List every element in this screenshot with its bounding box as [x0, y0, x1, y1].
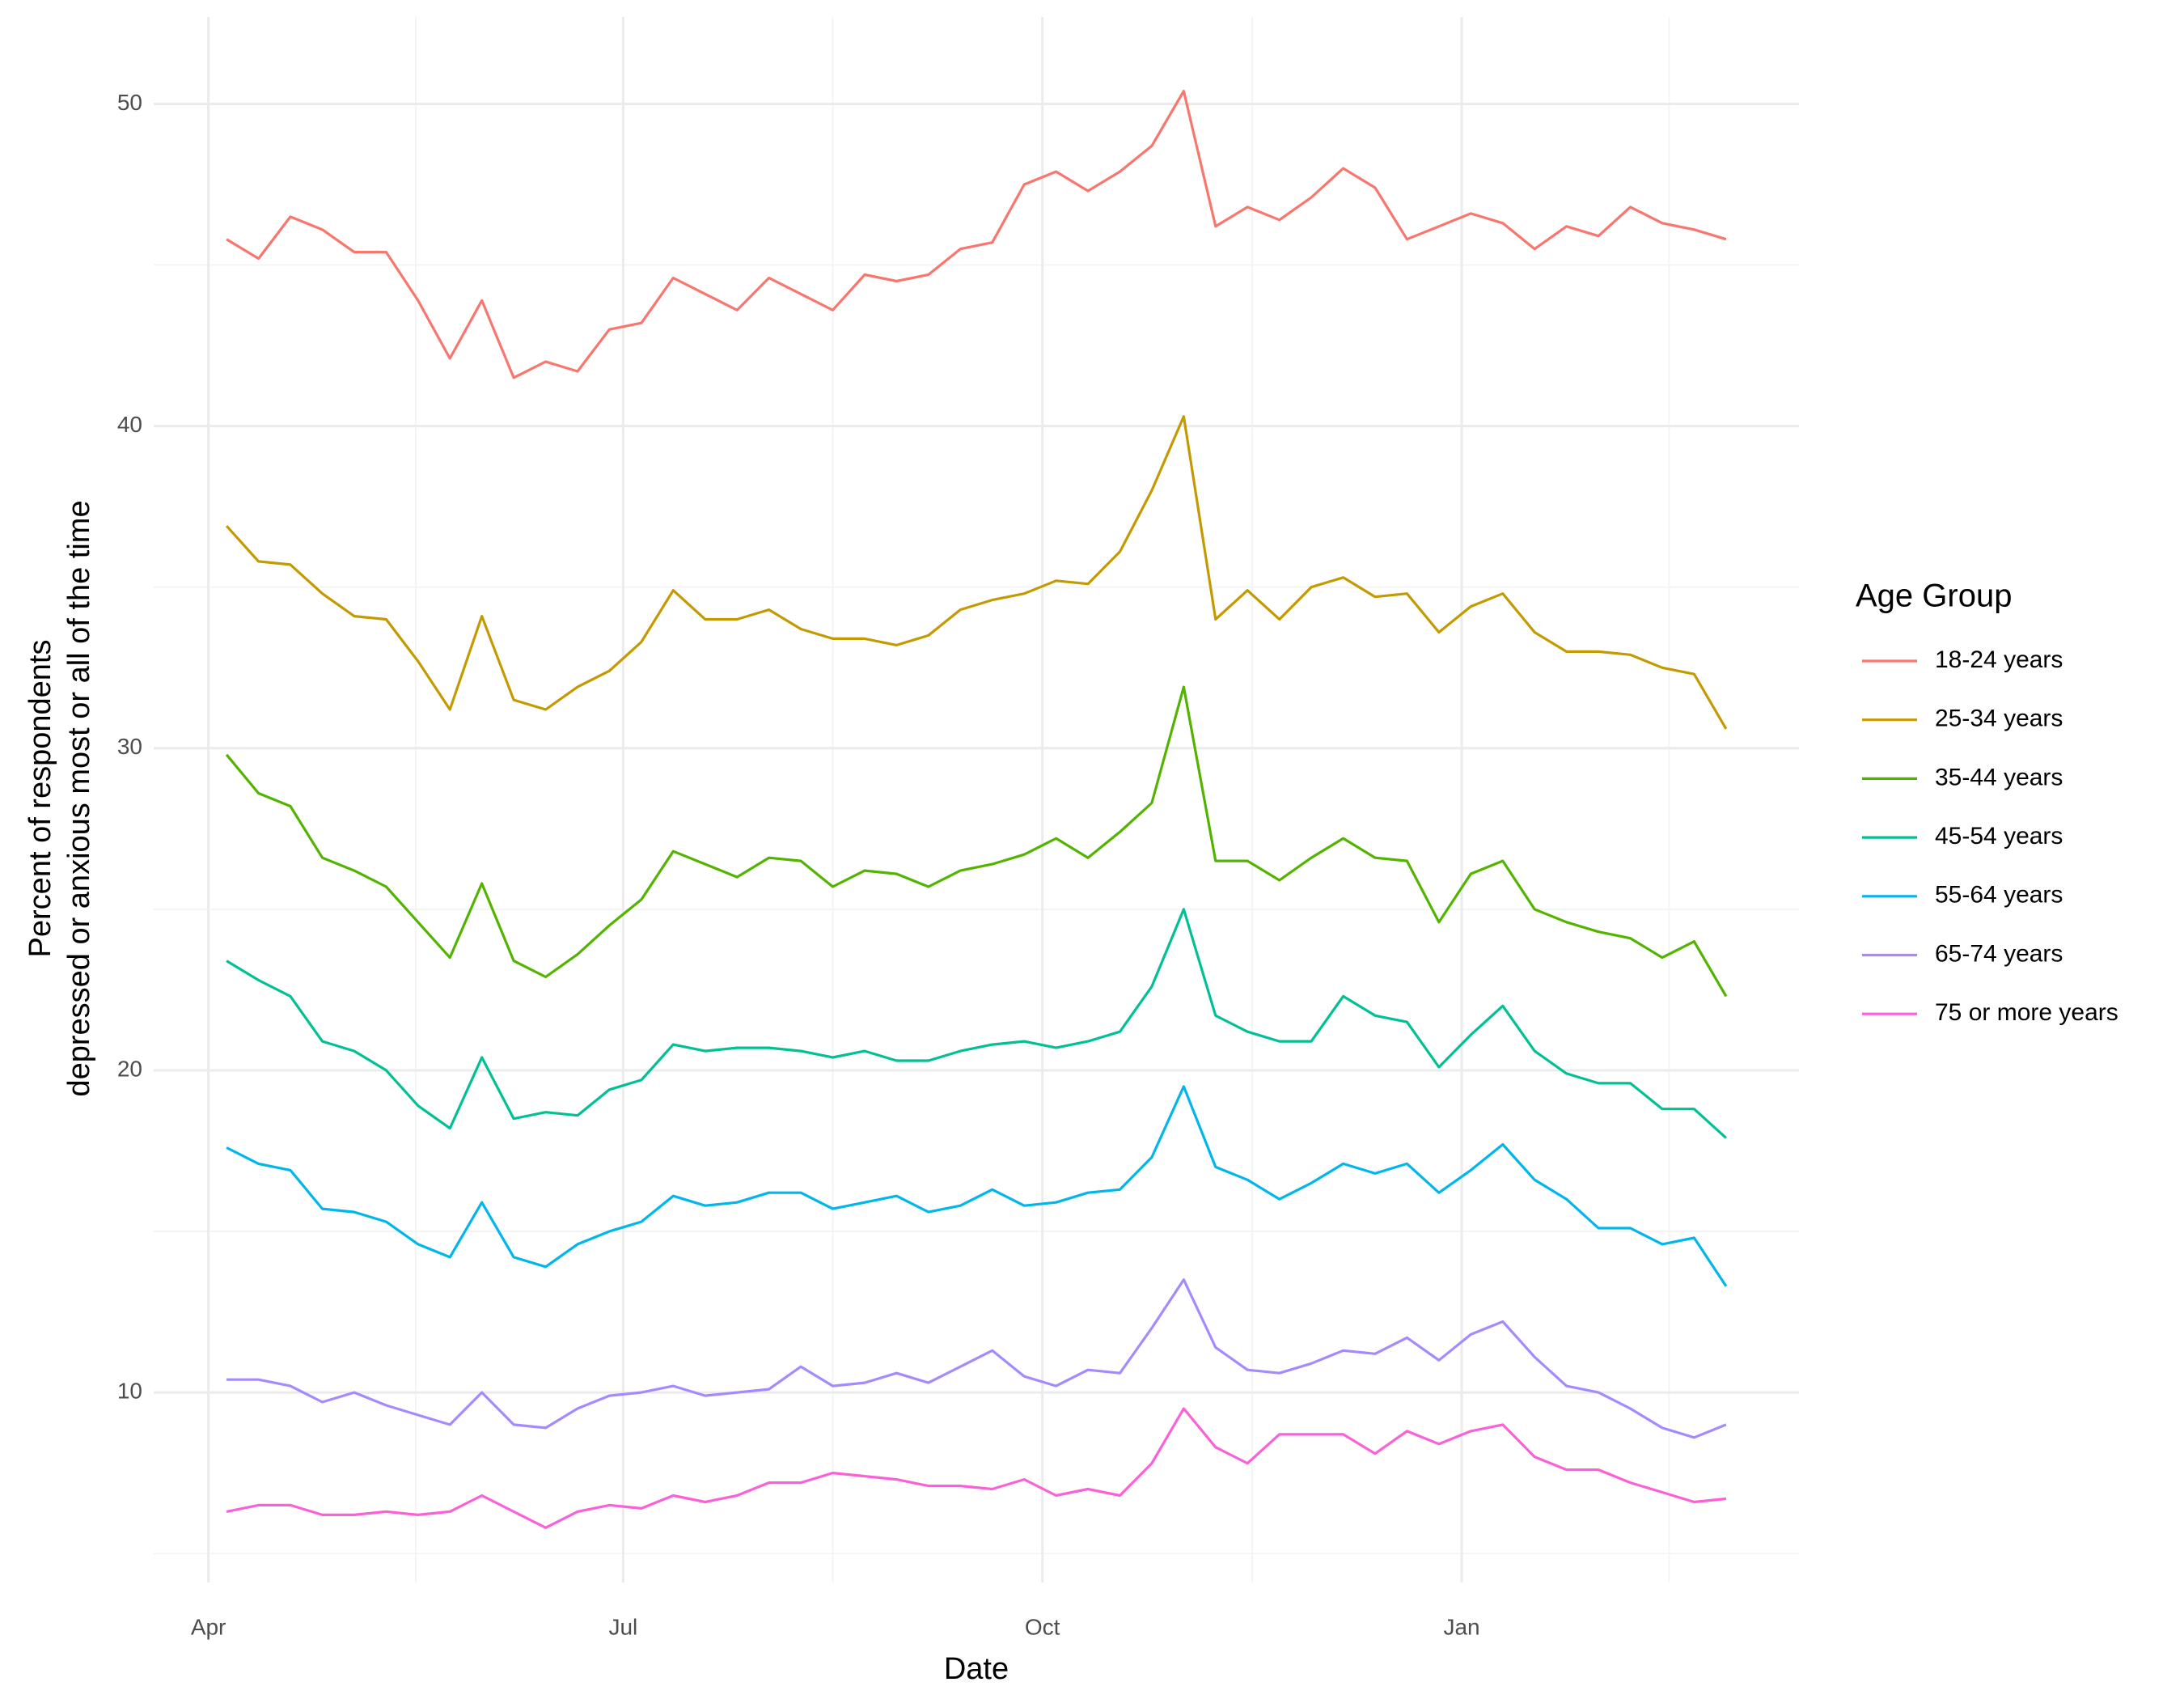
- x-tick-label: Jan: [1443, 1614, 1479, 1639]
- series-line: [226, 908, 1727, 1139]
- series-line: [226, 1407, 1727, 1529]
- legend-label: 18-24 years: [1935, 646, 2063, 673]
- legend-label: 25-34 years: [1935, 705, 2063, 732]
- y-tick-label: 10: [117, 1378, 142, 1403]
- y-tick-label: 30: [117, 734, 142, 759]
- series-line: [225, 415, 1728, 730]
- legend-label: 65-74 years: [1935, 940, 2063, 967]
- x-tick-label: Jul: [608, 1614, 637, 1639]
- series-line: [225, 685, 1728, 998]
- y-tick-label: 20: [117, 1056, 142, 1081]
- y-tick-label: 50: [117, 90, 142, 115]
- series-line: [226, 1085, 1728, 1287]
- x-tick-label: Apr: [191, 1614, 226, 1639]
- x-tick-label: Oct: [1025, 1614, 1060, 1639]
- legend-label: 75 or more years: [1935, 999, 2118, 1026]
- y-axis-title: Percent of respondents: [23, 640, 57, 958]
- series-line: [226, 1278, 1727, 1439]
- series-line: [226, 90, 1727, 379]
- legend-title: Age Group: [1856, 578, 2012, 614]
- legend-label: 45-54 years: [1935, 823, 2063, 850]
- legend-label: 55-64 years: [1935, 882, 2063, 909]
- y-axis-title: depressed or anxious most or all of the …: [62, 500, 96, 1096]
- legend-label: 35-44 years: [1935, 764, 2063, 790]
- x-axis-title: Date: [944, 1652, 1009, 1686]
- y-tick-label: 40: [117, 412, 142, 437]
